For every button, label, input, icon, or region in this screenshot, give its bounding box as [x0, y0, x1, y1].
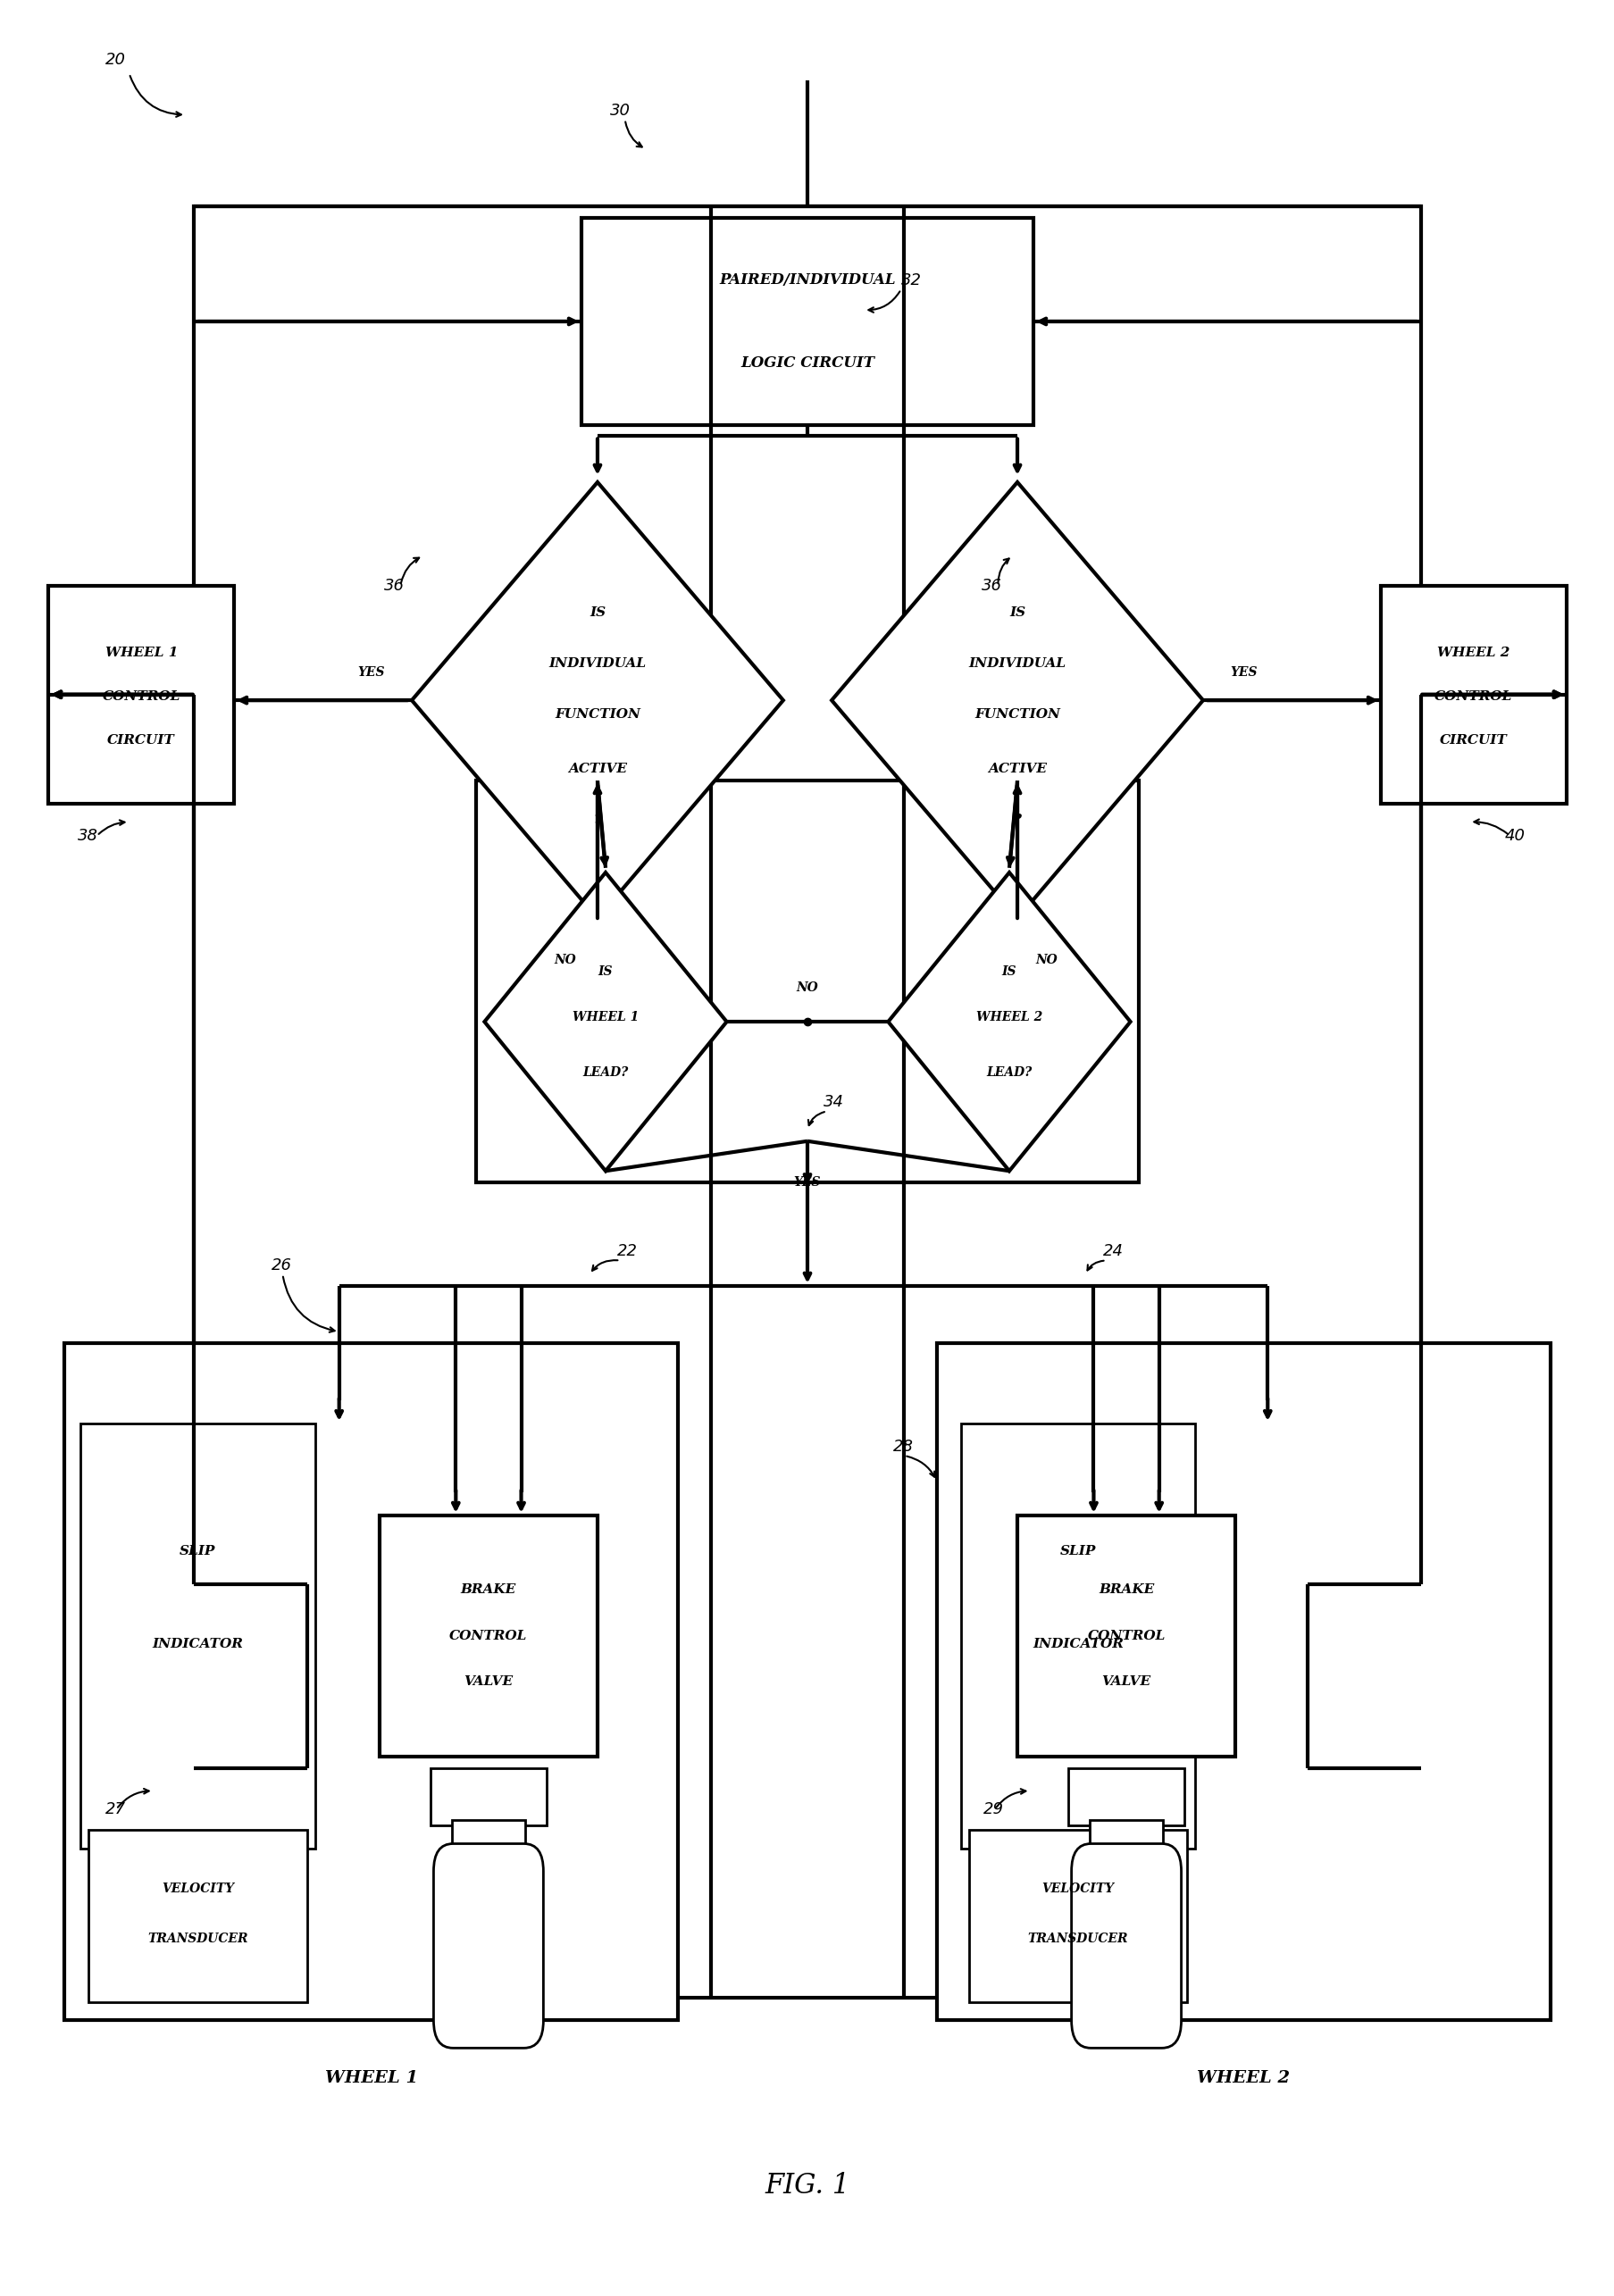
Polygon shape [484, 872, 726, 1171]
Text: FIG. 1: FIG. 1 [765, 2172, 849, 2200]
Text: NO: NO [796, 980, 818, 994]
Text: 38: 38 [77, 829, 98, 845]
Text: VALVE: VALVE [463, 1676, 513, 1688]
Text: CIRCUIT: CIRCUIT [108, 735, 174, 746]
Polygon shape [412, 482, 783, 918]
Text: 22: 22 [617, 1244, 638, 1261]
Bar [1089, 1818, 1162, 1871]
Bar [476, 781, 1138, 1182]
Text: FUNCTION: FUNCTION [973, 707, 1060, 721]
FancyBboxPatch shape [1072, 1844, 1181, 2048]
Bar [194, 207, 1420, 1998]
Bar [431, 1768, 547, 1825]
Text: WHEEL 2: WHEEL 2 [1196, 2069, 1290, 2087]
Text: 36: 36 [981, 579, 1002, 595]
Text: PAIRED/INDIVIDUAL: PAIRED/INDIVIDUAL [718, 273, 896, 287]
Text: CONTROL: CONTROL [1433, 691, 1512, 703]
Text: SLIP: SLIP [1059, 1545, 1096, 1557]
Bar [89, 1830, 307, 2002]
Text: 36: 36 [384, 579, 405, 595]
Bar [452, 1818, 525, 1871]
Bar [1068, 1768, 1183, 1825]
Text: LOGIC CIRCUIT: LOGIC CIRCUIT [741, 356, 873, 370]
Text: SLIP: SLIP [179, 1545, 216, 1557]
Text: YES: YES [1230, 666, 1256, 680]
Text: ?: ? [1014, 813, 1020, 827]
Text: LEAD?: LEAD? [583, 1065, 628, 1079]
Text: 32: 32 [901, 273, 922, 289]
Bar [1017, 1515, 1235, 1756]
Text: VELOCITY: VELOCITY [161, 1883, 234, 1894]
Text: IS: IS [589, 606, 605, 620]
Text: WHEEL 2: WHEEL 2 [1436, 647, 1509, 659]
Text: TRANSDUCER: TRANSDUCER [147, 1933, 249, 1945]
Text: 40: 40 [1504, 829, 1525, 845]
Text: 34: 34 [823, 1095, 844, 1111]
Bar [48, 585, 234, 804]
Text: NO: NO [1035, 953, 1057, 967]
Text: YES: YES [794, 1176, 820, 1189]
Text: IS: IS [1001, 964, 1017, 978]
Text: CIRCUIT: CIRCUIT [1440, 735, 1506, 746]
Text: VALVE: VALVE [1101, 1676, 1151, 1688]
Text: 27: 27 [105, 1802, 126, 1818]
Bar [81, 1424, 315, 1848]
FancyBboxPatch shape [433, 1844, 542, 2048]
Text: CONTROL: CONTROL [449, 1630, 528, 1642]
Text: BRAKE: BRAKE [460, 1584, 516, 1596]
Text: WHEEL 1: WHEEL 1 [324, 2069, 418, 2087]
Text: WHEEL 1: WHEEL 1 [571, 1010, 639, 1024]
Text: INDICATOR: INDICATOR [152, 1637, 244, 1651]
Bar [968, 1830, 1186, 2002]
Text: ?: ? [594, 813, 600, 827]
Text: IS: IS [1009, 606, 1025, 620]
Bar [936, 1343, 1549, 2020]
Text: BRAKE: BRAKE [1098, 1584, 1154, 1596]
Text: 24: 24 [1102, 1244, 1123, 1261]
Bar [581, 218, 1033, 425]
Bar [65, 1343, 678, 2020]
Polygon shape [888, 872, 1130, 1171]
Text: INDIVIDUAL: INDIVIDUAL [968, 657, 1065, 670]
Text: VELOCITY: VELOCITY [1041, 1883, 1114, 1894]
Text: WHEEL 1: WHEEL 1 [105, 647, 178, 659]
Text: YES: YES [358, 666, 384, 680]
Text: 28: 28 [893, 1440, 914, 1456]
Text: CONTROL: CONTROL [102, 691, 181, 703]
Polygon shape [831, 482, 1202, 918]
Bar [960, 1424, 1194, 1848]
Text: NO: NO [554, 953, 576, 967]
Text: 20: 20 [105, 53, 126, 69]
Text: ACTIVE: ACTIVE [568, 762, 626, 776]
Bar [1380, 585, 1566, 804]
Text: ACTIVE: ACTIVE [988, 762, 1046, 776]
Bar [379, 1515, 597, 1756]
Text: IS: IS [597, 964, 613, 978]
Text: WHEEL 2: WHEEL 2 [975, 1010, 1043, 1024]
Text: 30: 30 [610, 103, 631, 119]
Text: INDICATOR: INDICATOR [1031, 1637, 1123, 1651]
Text: LEAD?: LEAD? [986, 1065, 1031, 1079]
Text: FUNCTION: FUNCTION [554, 707, 641, 721]
Text: INDIVIDUAL: INDIVIDUAL [549, 657, 646, 670]
Text: 29: 29 [983, 1802, 1004, 1818]
Text: TRANSDUCER: TRANSDUCER [1027, 1933, 1128, 1945]
Text: 26: 26 [271, 1258, 292, 1274]
Text: CONTROL: CONTROL [1086, 1630, 1165, 1642]
